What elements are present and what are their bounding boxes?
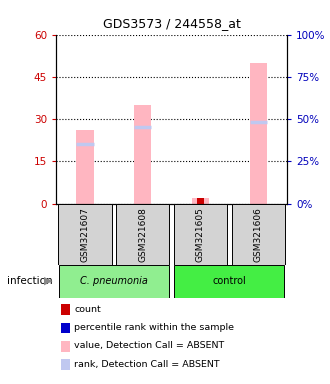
Bar: [175, 265, 284, 298]
Bar: [232, 204, 285, 265]
Text: count: count: [74, 305, 101, 314]
Bar: [59, 265, 169, 298]
Text: control: control: [213, 276, 246, 286]
Text: infection: infection: [7, 276, 52, 286]
Bar: [76, 130, 94, 204]
Bar: [134, 105, 151, 204]
Text: GSM321606: GSM321606: [254, 207, 263, 262]
Bar: [192, 198, 209, 204]
Text: percentile rank within the sample: percentile rank within the sample: [74, 323, 234, 332]
Text: GDS3573 / 244558_at: GDS3573 / 244558_at: [103, 17, 241, 30]
Text: GSM321605: GSM321605: [196, 207, 205, 262]
Bar: [197, 198, 204, 204]
Text: GSM321607: GSM321607: [81, 207, 89, 262]
Text: rank, Detection Call = ABSENT: rank, Detection Call = ABSENT: [74, 360, 220, 369]
Text: GSM321608: GSM321608: [138, 207, 147, 262]
Text: value, Detection Call = ABSENT: value, Detection Call = ABSENT: [74, 341, 224, 351]
Text: ▶: ▶: [44, 276, 52, 286]
Text: C. pneumonia: C. pneumonia: [80, 276, 148, 286]
Bar: [116, 204, 169, 265]
Bar: [249, 63, 267, 204]
Bar: [174, 204, 227, 265]
Bar: [58, 204, 112, 265]
